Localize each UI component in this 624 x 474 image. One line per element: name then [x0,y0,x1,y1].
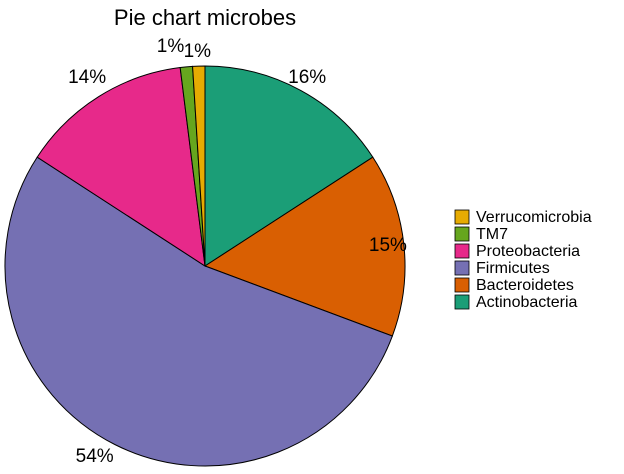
legend-label-firmicutes: Firmicutes [476,260,550,277]
pie-labels: 16% 15% 54% 14% 1% 1% [68,36,407,467]
pie-slices [4,65,406,467]
legend: VerrucomicrobiaTM7ProteobacteriaFirmicut… [454,209,592,311]
legend-swatch-bacteroidetes [454,277,470,293]
slice-verrucomicrobia [192,65,206,267]
legend-swatch-tm7 [454,226,470,242]
slice-label-tm7: 1% [157,36,185,57]
legend-label-tm7: TM7 [476,226,508,243]
slice-label-firmicutes: 54% [76,446,114,467]
slice-actinobacteria [204,65,374,267]
legend-swatch-firmicutes [454,260,470,276]
legend-label-verrucomicrobia: Verrucomicrobia [476,209,592,226]
slice-label-actinobacteria: 16% [288,67,326,88]
legend-label-proteobacteria: Proteobacteria [476,243,580,260]
legend-swatch-verrucomicrobia [454,209,470,225]
legend-swatch-actinobacteria [454,294,470,310]
chart-title: Pie chart microbes [114,5,296,30]
legend-label-bacteroidetes: Bacteroidetes [476,277,574,294]
legend-label-actinobacteria: Actinobacteria [476,294,577,311]
legend-swatch-proteobacteria [454,243,470,259]
slice-label-bacteroidetes: 15% [369,235,407,256]
slice-firmicutes [4,156,393,467]
slice-label-proteobacteria: 14% [68,67,106,88]
slice-label-verrucomicrobia: 1% [184,41,212,62]
slice-bacteroidetes [203,156,406,337]
slice-proteobacteria [36,66,206,268]
